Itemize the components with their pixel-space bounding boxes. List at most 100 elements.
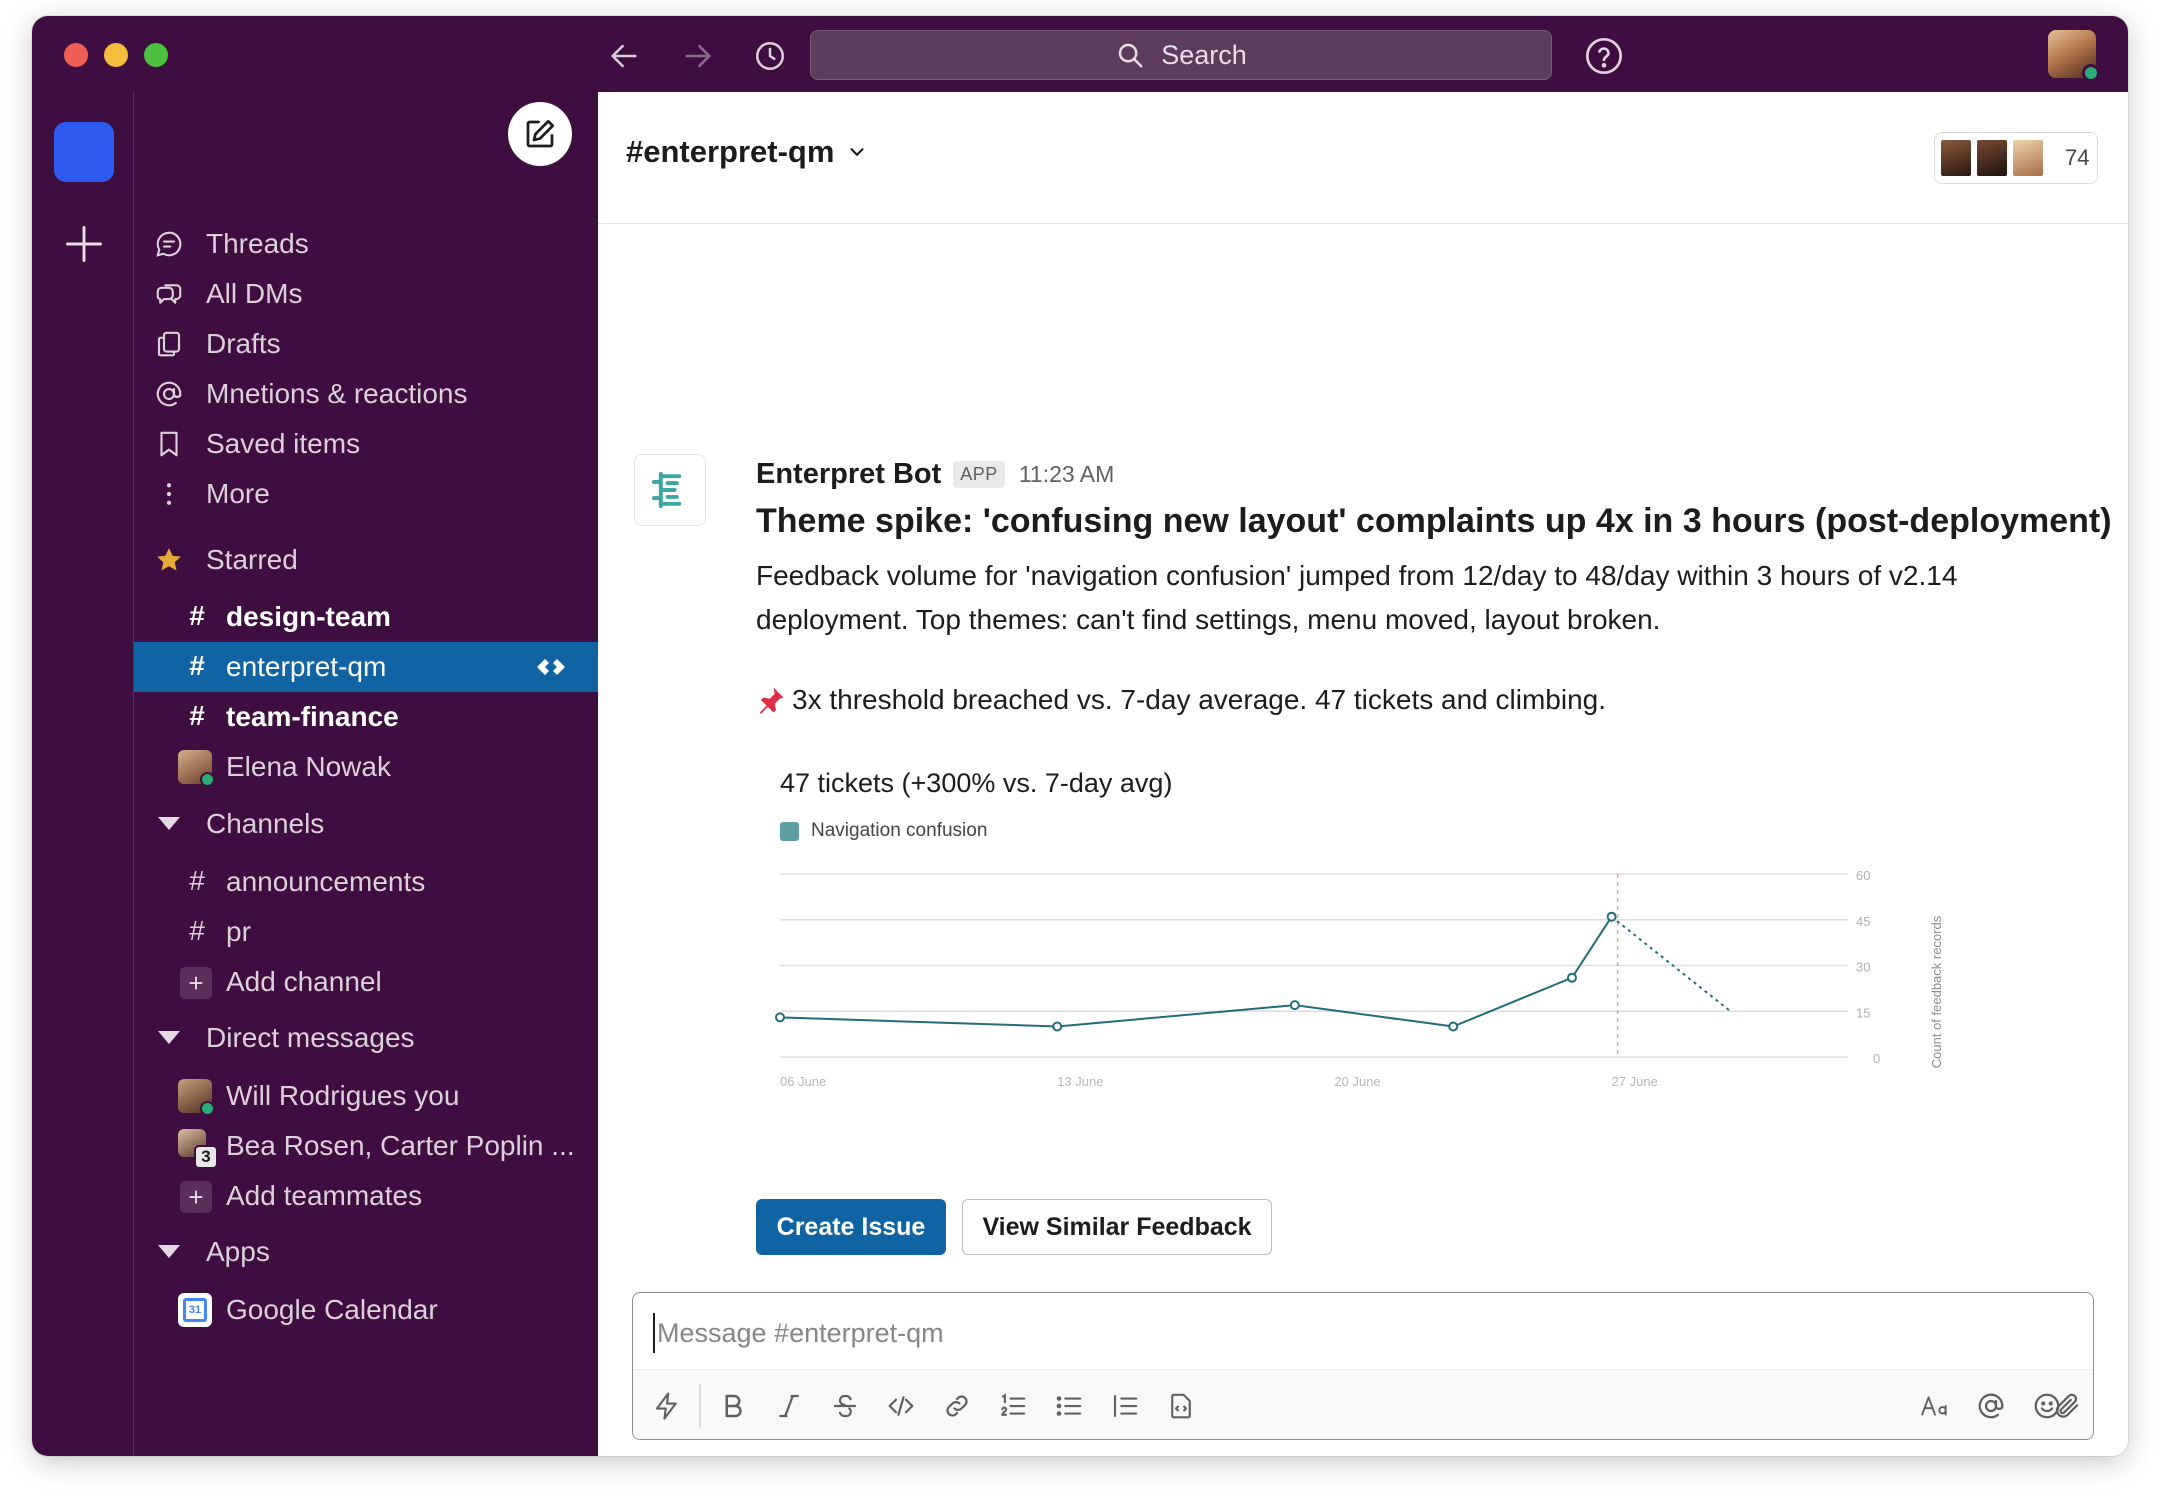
y-axis-label: Count of feedback records <box>1929 915 1944 1068</box>
formatting-icon <box>1921 1396 1947 1416</box>
presence-indicator <box>2082 64 2100 82</box>
compose-button[interactable] <box>508 102 572 166</box>
series-line <box>779 916 1613 1028</box>
sidebar-item-all-dms[interactable]: All DMs <box>134 269 598 319</box>
close-window-button[interactable] <box>64 43 88 67</box>
drafts-icon <box>154 329 184 359</box>
sidebar-item-enterpret-qm[interactable]: # enterpret-qm <box>134 642 598 692</box>
blockquote-button[interactable] <box>1107 1388 1143 1424</box>
data-point <box>1606 911 1617 922</box>
help-icon <box>1586 38 1622 74</box>
sidebar-item-label: Bea Rosen, Carter Poplin ... <box>226 1130 575 1161</box>
sidebar-item-pr[interactable]: # pr <box>134 907 598 957</box>
channel-title-button[interactable]: #enterpret-qm <box>626 134 868 170</box>
section-header-direct-messages[interactable]: Direct messages <box>134 1013 598 1063</box>
sidebar-item-label: enterpret-qm <box>226 651 387 682</box>
bulleted-list-icon <box>1056 1396 1082 1416</box>
message-timestamp[interactable]: 11:23 AM <box>1018 461 1115 487</box>
blockquote-icon <box>1113 1394 1138 1418</box>
minimize-window-button[interactable] <box>104 43 128 67</box>
add-workspace-button[interactable] <box>62 222 106 266</box>
workspace-tile[interactable] <box>54 122 114 182</box>
create-issue-button[interactable]: Create Issue <box>756 1199 946 1255</box>
user-avatar[interactable] <box>2048 30 2100 82</box>
code-block-icon <box>1171 1393 1191 1419</box>
y-tick-label: 15 <box>1856 1005 1870 1020</box>
members-button[interactable]: 74 <box>1934 132 2098 184</box>
legend-label: Navigation confusion <box>811 820 988 841</box>
y-tick-label: 45 <box>1856 914 1870 929</box>
shortcuts-button[interactable] <box>649 1388 685 1424</box>
section-header-starred[interactable]: Starred <box>134 535 598 585</box>
strikethrough-icon <box>833 1394 857 1418</box>
channel-header: #enterpret-qm 74 <box>598 92 2128 224</box>
sidebar-item-label: Elena Nowak <box>226 751 391 782</box>
sidebar-item-dm-group[interactable]: 3 Bea Rosen, Carter Poplin ... <box>134 1121 598 1171</box>
search-bar[interactable]: Search <box>810 30 1552 80</box>
strikethrough-button[interactable] <box>827 1388 863 1424</box>
data-point <box>1289 1000 1300 1011</box>
app-badge: APP <box>953 461 1005 488</box>
sidebar-item-label: Google Calendar <box>226 1294 438 1325</box>
x-tick-label: 13 June <box>1057 1074 1103 1089</box>
sidebar-item-team-finance[interactable]: # team-finance <box>134 692 598 742</box>
bold-button[interactable] <box>715 1388 751 1424</box>
forward-arrow-icon <box>685 44 711 68</box>
attach-button[interactable] <box>2049 1388 2085 1424</box>
history-button[interactable] <box>750 36 790 76</box>
threads-icon <box>154 229 184 259</box>
code-block-button[interactable] <box>1163 1388 1199 1424</box>
data-point <box>1052 1021 1063 1032</box>
sidebar-item-google-calendar[interactable]: 31 Google Calendar <box>134 1285 598 1335</box>
plus-icon: + <box>180 1181 212 1213</box>
sidebar-item-label: design-team <box>226 601 391 632</box>
sidebar-item-dm-will-rodrigues[interactable]: Will Rodrigues you <box>134 1071 598 1121</box>
channel-hash-icon: # <box>189 865 205 896</box>
x-tick-label: 27 June <box>1612 1074 1658 1089</box>
presence-indicator <box>200 1101 215 1116</box>
enterpret-logo-icon <box>651 471 682 509</box>
bulleted-list-button[interactable] <box>1051 1388 1087 1424</box>
help-button[interactable] <box>1584 36 1624 76</box>
sidebar-item-elena-nowak[interactable]: Elena Nowak <box>134 742 598 792</box>
star-icon <box>154 545 184 575</box>
calendar-date: 31 <box>183 1298 207 1322</box>
ordered-list-button[interactable] <box>995 1388 1031 1424</box>
message-author[interactable]: Enterpret Bot <box>756 458 942 490</box>
search-placeholder: Search <box>1161 39 1247 70</box>
section-header-apps[interactable]: Apps <box>134 1227 598 1277</box>
zoom-window-button[interactable] <box>144 43 168 67</box>
add-teammates-button[interactable]: + Add teammates <box>134 1171 598 1221</box>
caret-down-icon <box>158 817 180 830</box>
sidebar-item-threads[interactable]: Threads <box>134 219 598 269</box>
back-button[interactable] <box>604 36 644 76</box>
italic-button[interactable] <box>771 1388 807 1424</box>
sidebar-item-more[interactable]: More <box>134 469 598 519</box>
sidebar-item-label: Drafts <box>206 328 281 359</box>
sidebar-item-label: More <box>206 478 270 509</box>
link-button[interactable] <box>939 1388 975 1424</box>
mention-button[interactable] <box>1973 1388 2009 1424</box>
sidebar-item-saved[interactable]: Saved items <box>134 419 598 469</box>
view-similar-feedback-button[interactable]: View Similar Feedback <box>962 1199 1272 1255</box>
y-tick-label: 0 <box>1873 1051 1880 1066</box>
add-channel-button[interactable]: + Add channel <box>134 957 598 1007</box>
bot-avatar[interactable] <box>634 454 706 526</box>
caret-down-icon <box>158 1245 180 1258</box>
section-header-label: Direct messages <box>206 1022 415 1053</box>
section-header-label: Starred <box>206 544 298 575</box>
message-alert: 3x threshold breached vs. 7-day average.… <box>756 684 1606 716</box>
sidebar-item-mentions[interactable]: Mnetions & reactions <box>134 369 598 419</box>
sidebar-item-announcements[interactable]: # announcements <box>134 857 598 907</box>
sidebar-item-label: announcements <box>226 866 426 897</box>
alert-text: 3x threshold breached vs. 7-day average.… <box>792 684 1607 715</box>
forward-button[interactable] <box>678 36 718 76</box>
sidebar-item-design-team[interactable]: # design-team <box>134 592 598 642</box>
dms-icon <box>154 279 184 309</box>
formatting-button[interactable] <box>1917 1388 1953 1424</box>
code-button[interactable] <box>883 1388 919 1424</box>
message-input[interactable] <box>653 1313 2053 1353</box>
section-header-channels[interactable]: Channels <box>134 799 598 849</box>
link-icon <box>946 1395 968 1417</box>
sidebar-item-drafts[interactable]: Drafts <box>134 319 598 369</box>
